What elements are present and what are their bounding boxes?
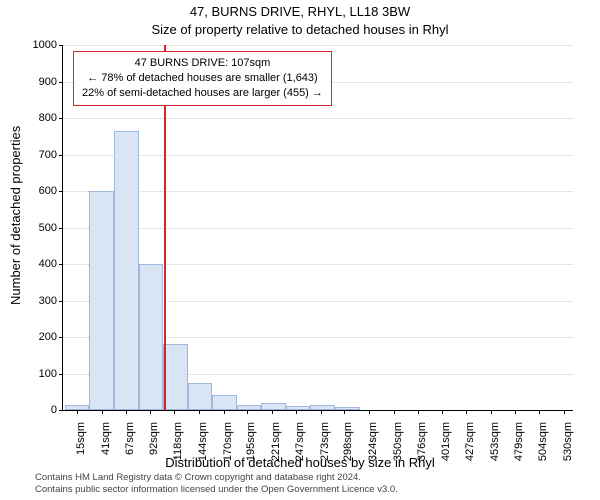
xtick-mark: [418, 410, 419, 414]
ytick-label: 100: [39, 368, 57, 380]
xtick-mark: [224, 410, 225, 414]
xtick-label: 41sqm: [100, 422, 112, 455]
xtick-mark: [442, 410, 443, 414]
xtick-mark: [344, 410, 345, 414]
xtick-mark: [321, 410, 322, 414]
annotation-line-smaller: ← 78% of detached houses are smaller (1,…: [82, 71, 323, 86]
plot-area: 47 BURNS DRIVE: 107sqm ← 78% of detached…: [62, 45, 573, 411]
ytick-label: 600: [39, 185, 57, 197]
histogram-bar: [237, 405, 262, 410]
xtick-label: 15sqm: [75, 422, 87, 455]
annotation-line-subject: 47 BURNS DRIVE: 107sqm: [82, 56, 323, 71]
ytick-label: 0: [51, 404, 57, 416]
xtick-label: 67sqm: [124, 422, 136, 455]
xtick-mark: [150, 410, 151, 414]
ytick-mark: [59, 118, 63, 119]
ytick-mark: [59, 337, 63, 338]
xtick-mark: [247, 410, 248, 414]
grid-line: [63, 228, 573, 229]
ytick-mark: [59, 191, 63, 192]
chart-title-description: Size of property relative to detached ho…: [0, 22, 600, 37]
footer-line2: Contains public sector information licen…: [35, 484, 398, 496]
histogram-bar: [335, 407, 360, 410]
xtick-mark: [77, 410, 78, 414]
histogram-bar: [139, 264, 164, 410]
histogram-bar: [188, 383, 213, 410]
grid-line: [63, 155, 573, 156]
ytick-mark: [59, 82, 63, 83]
ytick-mark: [59, 228, 63, 229]
ytick-mark: [59, 374, 63, 375]
grid-line: [63, 191, 573, 192]
xtick-mark: [296, 410, 297, 414]
footer-attribution: Contains HM Land Registry data © Crown c…: [35, 472, 398, 496]
ytick-label: 1000: [33, 39, 57, 51]
xtick-mark: [564, 410, 565, 414]
xtick-mark: [515, 410, 516, 414]
ytick-mark: [59, 301, 63, 302]
ytick-label: 700: [39, 149, 57, 161]
histogram-bar: [310, 405, 335, 410]
xtick-mark: [539, 410, 540, 414]
ytick-label: 900: [39, 76, 57, 88]
ytick-mark: [59, 45, 63, 46]
histogram-bar: [89, 191, 114, 410]
xtick-mark: [466, 410, 467, 414]
xtick-mark: [394, 410, 395, 414]
chart-title-address: 47, BURNS DRIVE, RHYL, LL18 3BW: [0, 4, 600, 19]
xtick-mark: [369, 410, 370, 414]
xtick-mark: [126, 410, 127, 414]
x-axis-label: Distribution of detached houses by size …: [0, 455, 600, 470]
y-axis-label: Number of detached properties: [0, 31, 15, 210]
xtick-mark: [491, 410, 492, 414]
xtick-label: 92sqm: [148, 422, 160, 455]
ytick-label: 300: [39, 295, 57, 307]
ytick-mark: [59, 410, 63, 411]
histogram-bar: [261, 403, 286, 410]
xtick-mark: [102, 410, 103, 414]
ytick-label: 800: [39, 112, 57, 124]
annotation-line-larger: 22% of semi-detached houses are larger (…: [82, 86, 323, 101]
ytick-label: 400: [39, 258, 57, 270]
ytick-label: 200: [39, 331, 57, 343]
footer-line1: Contains HM Land Registry data © Crown c…: [35, 472, 398, 484]
histogram-bar: [212, 395, 237, 410]
grid-line: [63, 45, 573, 46]
chart-container: 47, BURNS DRIVE, RHYL, LL18 3BW Size of …: [0, 0, 600, 500]
histogram-bar: [163, 344, 188, 410]
histogram-bar: [114, 131, 139, 410]
ytick-label: 500: [39, 222, 57, 234]
ytick-mark: [59, 264, 63, 265]
xtick-mark: [199, 410, 200, 414]
xtick-mark: [174, 410, 175, 414]
histogram-bar: [65, 405, 90, 410]
xtick-mark: [272, 410, 273, 414]
ytick-mark: [59, 155, 63, 156]
grid-line: [63, 118, 573, 119]
histogram-bar: [286, 406, 311, 410]
annotation-box: 47 BURNS DRIVE: 107sqm ← 78% of detached…: [73, 51, 332, 106]
